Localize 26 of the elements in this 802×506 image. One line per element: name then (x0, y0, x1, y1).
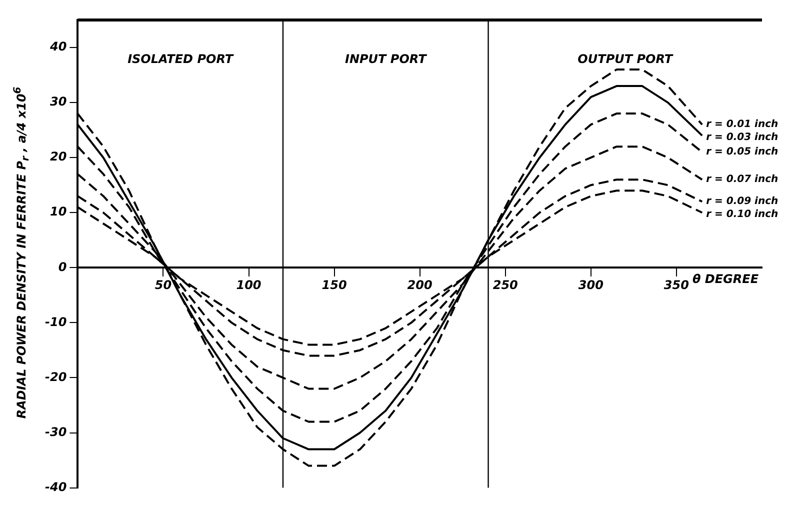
annotation: OUTPUT PORT (578, 52, 674, 66)
y-tick-label: 30 (50, 94, 67, 109)
series-label: r = 0.03 inch (706, 132, 778, 144)
annotation: INPUT PORT (344, 52, 428, 66)
y-tick-label: 0 (58, 260, 67, 274)
series-label: r = 0.07 inch (706, 174, 778, 186)
y-tick-label: -30 (44, 424, 67, 439)
x-tick-label: 250 (492, 278, 518, 292)
series-label: r = 0.05 inch (706, 146, 778, 158)
series-label: r = 0.01 inch (706, 119, 778, 130)
annotation: ISOLATED PORT (128, 52, 234, 66)
series-label: r = 0.09 inch (706, 196, 778, 208)
y-tick-label: 40 (48, 40, 67, 54)
x-tick-label: 50 (154, 278, 172, 292)
x-tick-label: 200 (407, 278, 432, 292)
y-tick-label: -20 (44, 370, 67, 384)
x-tick-label: 300 (578, 278, 604, 292)
y-tick-label: -10 (44, 314, 67, 329)
x-tick-label: 150 (322, 278, 347, 292)
y-tick-label: 20 (50, 150, 67, 164)
y-tick-label: -40 (44, 480, 67, 494)
y-tick-label: 10 (50, 204, 67, 219)
series-label: r = 0.10 inch (706, 209, 778, 220)
x-axis-title: θ DEGREE (692, 272, 760, 286)
x-tick-label: 100 (236, 278, 262, 292)
x-tick-label: 350 (664, 278, 689, 292)
